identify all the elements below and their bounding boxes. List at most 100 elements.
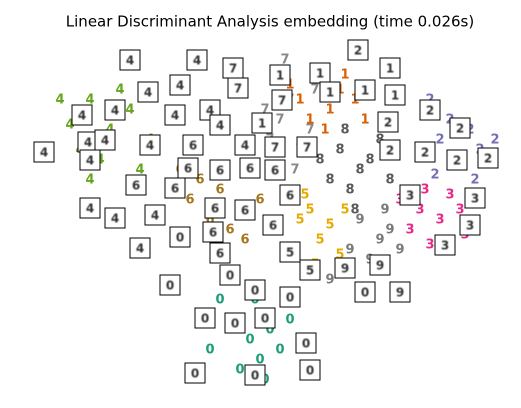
digit-point: 4 [85,173,94,188]
thumbnail-digit: 0 [251,369,259,383]
digit-point: 1 [325,103,334,118]
thumbnail-digit: 0 [191,367,199,381]
thumbnail-box [399,184,421,206]
thumbnail-digit: 1 [386,62,394,76]
thumbnail-digit: 6 [189,139,197,153]
thumbnail-box [295,332,317,354]
digit-point: 3 [405,223,414,238]
thumbnail-box [354,79,376,101]
thumbnail-digit: 4 [78,109,86,123]
thumbnail-box [459,214,481,236]
thumbnail-digit: 4 [193,54,201,68]
thumbnail-box [379,139,401,161]
thumbnail-box [125,174,147,196]
thumbnail-box [164,177,186,199]
digit-point: 6 [240,233,249,248]
thumbnail-box [299,259,321,281]
digit-point: 7 [280,53,289,68]
digit-point: 8 [335,143,344,158]
digit-point: 8 [355,163,364,178]
thumbnail-box [204,197,226,219]
digit-point: 4 [125,103,134,118]
thumbnail-digit: 2 [386,144,394,158]
thumbnail-digit: 3 [466,219,474,233]
thumbnail-box [377,111,399,133]
thumbnail-digit: 6 [216,247,224,261]
thumbnail-box [234,199,256,221]
digit-point: 3 [415,203,424,218]
digit-point: 8 [345,183,354,198]
thumbnail-box [369,254,391,276]
thumbnail-digit: 4 [126,54,134,68]
digit-point: 3 [420,183,429,198]
digit-point: 9 [395,243,404,258]
thumbnail-box [319,81,341,103]
digit-point: 3 [435,213,444,228]
thumbnail-box [94,129,116,151]
thumbnail-digit: 0 [166,279,174,293]
thumbnail-box [186,49,208,71]
thumbnail-digit: 7 [229,62,237,76]
thumbnail-box [104,207,126,229]
thumbnail-box [254,307,276,329]
thumbnail-digit: 3 [406,189,414,203]
thumbnail-digit: 4 [111,104,119,118]
digit-point: 6 [215,183,224,198]
thumbnail-digit: 4 [86,202,94,216]
digit-point: 0 [285,313,294,328]
thumbnail-box [264,159,286,181]
thumbnail-box [224,312,246,334]
digit-point: 7 [305,123,314,138]
thumbnail-digit: 2 [456,122,464,136]
thumbnail-box [354,281,376,303]
thumbnail-box [279,184,301,206]
thumbnail-digit: 1 [391,89,399,103]
thumbnail-box [177,157,199,179]
thumbnail-box [244,364,266,386]
digit-point: 9 [345,243,354,258]
thumbnail-box [227,77,249,99]
thumbnail-digit: 6 [269,219,277,233]
thumbnail-digit: 6 [209,226,217,240]
thumbnail-digit: 6 [184,162,192,176]
digit-point: 6 [185,193,194,208]
thumbnail-digit: 3 [441,239,449,253]
digit-point: 2 [490,133,499,148]
thumbnail-digit: 7 [271,141,279,155]
thumbnail-box [414,141,436,163]
thumbnail-box [379,57,401,79]
thumbnail-digit: 4 [151,209,159,223]
digit-point: 6 [195,173,204,188]
digit-point: 7 [290,163,299,178]
thumbnail-digit: 0 [251,284,259,298]
thumbnail-digit: 6 [246,162,254,176]
thumbnail-digit: 6 [132,179,140,193]
digit-point: 9 [385,223,394,238]
digit-point: 8 [365,153,374,168]
digit-point: 9 [325,273,334,288]
thumbnail-digit: 0 [361,286,369,300]
thumbnail-digit: 6 [216,164,224,178]
thumbnail-digit: 4 [144,86,152,100]
thumbnail-box [464,187,486,209]
thumbnail-box [251,112,273,134]
thumbnail-digit: 4 [101,134,109,148]
thumbnail-box [159,274,181,296]
digit-point: 5 [325,218,334,233]
thumbnail-digit: 4 [40,146,48,160]
thumbnail-digit: 1 [258,117,266,131]
thumbnail-box [477,147,499,169]
thumbnail-digit: 1 [326,86,334,100]
thumbnail-digit: 0 [261,312,269,326]
digit-point: 3 [455,203,464,218]
digit-point: 5 [315,233,324,248]
digit-point: 8 [315,153,324,168]
thumbnail-box [104,99,126,121]
digit-point: 9 [355,213,364,228]
thumbnail-box [347,39,369,61]
digit-point: 7 [310,83,319,98]
digit-point: 6 [255,193,264,208]
thumbnail-box [449,117,471,139]
thumbnail-digit: 9 [396,286,404,300]
